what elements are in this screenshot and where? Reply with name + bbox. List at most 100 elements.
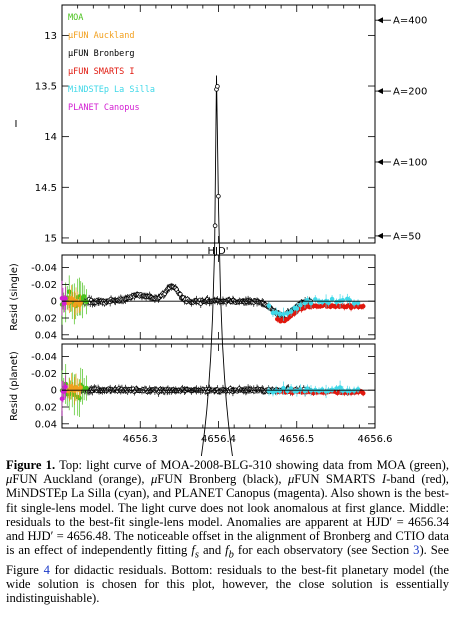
caption-text-8: for each observatory (see Section [233,543,414,558]
middle-panel [61,254,376,340]
light-curve-figure: 13 13.5 14 14.5 15 -0.04 -0.02 0 0.02 0.04 -0.04 -0… [9,4,427,456]
mindstep-la-silla-point [294,306,300,311]
figure-link[interactable]: 4 [43,562,50,577]
magnification-label: A=400 [393,16,427,27]
bottom-xtick-label: 4656.4 [201,434,236,445]
figure-canvas: 13 13.5 14 14.5 15 -0.04 -0.02 0 0.02 0.04 -0.04 -0… [9,4,427,456]
legend-item: μFUN Bronberg [68,49,135,59]
caption-text-4: FUN SMARTS [294,472,383,487]
bottom-ytick-label: 0.04 [35,419,57,430]
moa-point [84,299,89,305]
planet-canopus-point [63,384,68,390]
fun-bronberg-point [215,84,220,89]
mindstep-la-silla-point [347,298,353,303]
mindstep-la-silla-point [285,388,290,394]
legend-item: MiNDSTEp La Silla [68,85,155,95]
bottom-xtick-label: 4656.5 [279,434,314,445]
mindstep-la-silla-point [285,311,290,316]
top-xlabel: HJD' [208,246,229,257]
section-link[interactable]: 3 [413,543,420,558]
top-ytick-label: 13 [44,31,57,42]
mindstep-la-silla-point [273,310,279,315]
magnification-label: A=200 [393,87,427,98]
fun-bronberg-point [216,194,221,199]
fun-auckland-point [72,302,77,308]
caption-text-1: Top: light curve of MOA-2008-BLG-310 sho… [55,458,449,472]
mindstep-la-silla-point [355,387,361,392]
caption-fs-sub: s [194,549,199,561]
top-ytick-label: 14 [44,132,57,143]
caption-text-2: FUN Auckland (orange), [12,472,151,487]
caption-fb: f [225,543,229,558]
magnification-label: A=100 [393,157,427,168]
mindstep-la-silla-point [337,385,343,390]
caption-text-10: for didactic residuals. Bottom: residual… [6,562,449,606]
moa-point [81,294,87,299]
planet-canopus-point [63,296,68,301]
caption-text-6: -band (red), MiNDSTEp La Silla (cyan), a… [6,472,449,558]
magnification-label: A=50 [393,231,421,242]
mindstep-la-silla-point [340,297,346,303]
legend: MOA μFUN Auckland μFUN Bronberg μFUN SMARTS… [68,13,155,113]
middle-ylabel: Resid (single) [9,263,20,331]
caption-text-9: ). See Figure [6,543,449,577]
legend-item: μFUN SMARTS I [68,67,135,77]
legend-item: PLANET Canopus [68,103,140,113]
magnification-arrowhead [377,158,383,165]
caption-text-3: FUN Bronberg (black), [157,472,288,487]
bottom-ytick-label: -0.04 [31,352,57,363]
middle-ytick-label: 0 [51,297,57,308]
middle-ytick-label: 0.02 [35,314,57,325]
mindstep-la-silla-point [281,311,286,317]
fun-smarts-i-point [360,303,366,309]
legend-item: MOA [68,13,83,23]
top-ytick-label: 15 [44,233,57,244]
mindstep-la-silla-point [329,387,335,393]
mindstep-la-silla-point [312,297,318,302]
figure-caption: Figure 1. Top: light curve of MOA-2008-B… [6,458,449,606]
middle-ytick-label: -0.04 [31,263,57,274]
top-ytick-label: 14.5 [35,183,57,194]
mindstep-la-silla-point [266,388,272,394]
bottom-xtick-label: 4656.3 [123,434,158,445]
mindstep-la-silla-point [298,387,303,392]
caption-text-7: and [198,543,226,558]
bottom-ytick-label: 0.02 [35,403,57,414]
mindstep-la-silla-point [347,388,353,394]
middle-panel-frame [61,254,376,340]
caption-label: Figure 1. [6,458,56,472]
mindstep-la-silla-point [351,301,357,306]
mindstep-la-silla-point [277,388,283,394]
moa-point [84,385,89,391]
mindstep-la-silla-point [281,385,286,391]
bottom-ylabel: Resid (planet) [9,351,20,421]
caption-fs: f [191,543,195,558]
mindstep-la-silla-point [329,296,335,302]
mindstep-la-silla-point [308,300,314,306]
magnification-arrowhead [377,88,383,95]
caption-fb-sub: b [228,549,234,561]
middle-ytick-label: 0.04 [35,330,57,341]
bottom-xtick-label: 4656.6 [358,434,393,445]
legend-item: μFUN Auckland [68,31,135,41]
bottom-ytick-label: -0.02 [31,369,57,380]
axis-ticks-layer: 13 13.5 14 14.5 15 -0.04 -0.02 0 0.02 0.04 -0.04 -0… [31,5,393,445]
mindstep-la-silla-point [277,311,283,317]
magnification-arrowhead [377,17,383,24]
mindstep-la-silla-point [288,309,294,314]
caption-text-5: I [382,472,387,487]
moa-point [66,289,72,295]
mindstep-la-silla-point [319,387,325,393]
mindstep-la-silla-point [266,303,272,309]
mindstep-la-silla-point [305,297,310,303]
middle-ytick-label: -0.02 [31,280,57,291]
data-points-layer [59,75,375,456]
bottom-panel-frame [61,343,376,429]
fun-smarts-i-point [360,390,366,396]
mindstep-la-silla-point [273,388,279,394]
top-ytick-label: 13.5 [35,82,57,93]
mindstep-la-silla-point [340,388,346,394]
magnification-axis: A=400 A=200 A=100 A=50 [375,16,427,242]
model-curve [200,75,233,456]
mindstep-la-silla-point [298,302,303,308]
